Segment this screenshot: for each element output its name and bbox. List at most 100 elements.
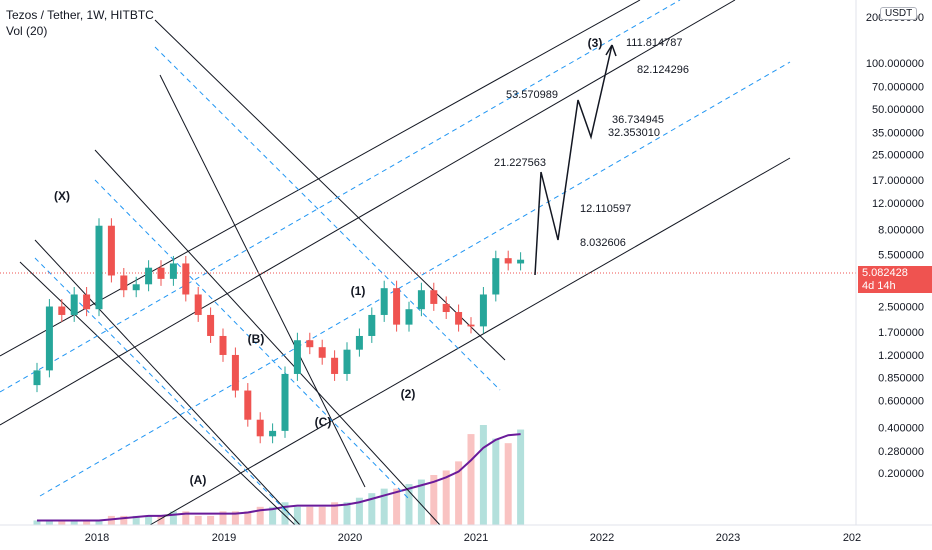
target-label: 111.814787: [626, 37, 682, 49]
projection-arrowhead: [605, 44, 617, 57]
candle-body: [331, 357, 339, 374]
candle-body: [95, 225, 103, 310]
candle-body: [145, 267, 153, 285]
candle-body: [169, 263, 177, 279]
y-tick-label: 17.000000: [872, 175, 924, 187]
volume-bar: [269, 506, 277, 525]
target-label: 8.032606: [580, 237, 626, 249]
volume-bar: [306, 506, 314, 525]
candle-body: [281, 373, 289, 431]
volume-ma-line: [37, 433, 521, 522]
candle-body: [355, 335, 363, 350]
candle-body: [442, 303, 450, 313]
candle-body: [70, 294, 78, 315]
candle-body: [504, 258, 512, 264]
volume-bar: [107, 515, 115, 525]
volume-bar: [132, 515, 140, 525]
volume-bar: [343, 502, 351, 525]
volume-bar: [430, 475, 438, 525]
wave-label: (1): [351, 284, 366, 298]
volume-bar: [194, 515, 202, 525]
dashed-channel-line: [34, 257, 291, 516]
x-tick-label: 2018: [85, 532, 109, 544]
volume-bar: [157, 515, 165, 525]
volume-bar: [417, 479, 425, 525]
volume-bar: [70, 520, 78, 525]
channel-line: [34, 239, 301, 526]
candle-body: [467, 324, 475, 327]
y-tick-label: 5.500000: [878, 249, 924, 261]
y-tick-label: 12.000000: [872, 198, 924, 210]
candle-body: [306, 340, 314, 348]
wave-label: (2): [401, 387, 416, 401]
candle-body: [45, 306, 53, 371]
candle-body: [244, 390, 252, 420]
candle-body: [405, 309, 413, 325]
dashed-channel-line: [154, 46, 501, 391]
x-tick-label: 2022: [590, 532, 614, 544]
volume-bar: [244, 511, 252, 525]
dashed-channel-line: [39, 61, 791, 497]
channel-line: [0, 0, 641, 357]
x-tick-label: 2021: [464, 532, 488, 544]
candle-body: [107, 225, 115, 276]
wave-label: (X): [54, 189, 70, 203]
wave-label: (C): [315, 415, 332, 429]
y-tick-label: 50.000000: [872, 104, 924, 116]
candle-body: [194, 294, 202, 315]
candle-body: [455, 312, 463, 325]
dashed-channel-line: [94, 179, 411, 501]
volume-bar: [45, 520, 53, 525]
volume-bar: [355, 497, 363, 525]
x-tick-label: 2020: [338, 532, 362, 544]
x-tick-label: 202: [843, 532, 861, 544]
dashed-channel-line: [0, 0, 681, 393]
wave-label: (A): [190, 473, 207, 487]
wave-label: (3): [588, 36, 603, 50]
volume-bar: [380, 488, 388, 525]
y-tick-label: 0.400000: [878, 422, 924, 434]
candle-body: [182, 263, 190, 295]
target-label: 82.124296: [637, 64, 689, 76]
wave-label: (B): [248, 332, 265, 346]
target-label: 32.353010: [608, 127, 660, 139]
volume-bar: [318, 506, 326, 525]
x-tick-label: 2019: [212, 532, 236, 544]
candle-body: [33, 370, 41, 386]
y-tick-label: 0.280000: [878, 446, 924, 458]
candle-body: [132, 284, 140, 291]
volume-bar: [182, 511, 190, 525]
volume-bar: [479, 425, 487, 525]
y-tick-label: 0.600000: [878, 396, 924, 408]
currency-button[interactable]: USDT: [880, 7, 918, 20]
volume-bar: [207, 515, 215, 525]
candle-body: [393, 288, 401, 325]
volume-bar: [368, 493, 376, 525]
candle-body: [231, 354, 239, 391]
candle-body: [517, 259, 525, 264]
volume-bar: [293, 506, 301, 525]
candle-body: [293, 340, 301, 374]
volume-bar: [467, 434, 475, 525]
y-tick-label: 0.850000: [878, 373, 924, 385]
volume-bar: [492, 438, 500, 525]
channel-line: [159, 74, 366, 488]
y-tick-label: 100.000000: [866, 58, 924, 70]
candle-body: [219, 335, 227, 355]
volume-bar: [455, 461, 463, 525]
candle-body: [256, 419, 264, 437]
volume-bar: [504, 443, 512, 525]
last-price-tag: 5.082428: [858, 266, 932, 280]
y-tick-label: 1.200000: [878, 350, 924, 362]
candle-body: [417, 290, 425, 310]
candle-body: [58, 306, 66, 315]
channel-line: [94, 149, 441, 526]
volume-bar: [405, 484, 413, 525]
candle-body: [380, 288, 388, 315]
chart-title: Tezos / Tether, 1W, HITBTC: [6, 8, 154, 22]
target-label: 12.110597: [580, 203, 631, 215]
candle-body: [207, 314, 215, 336]
countdown-tag: 4d 14h: [858, 279, 932, 293]
volume-bar: [120, 515, 128, 525]
